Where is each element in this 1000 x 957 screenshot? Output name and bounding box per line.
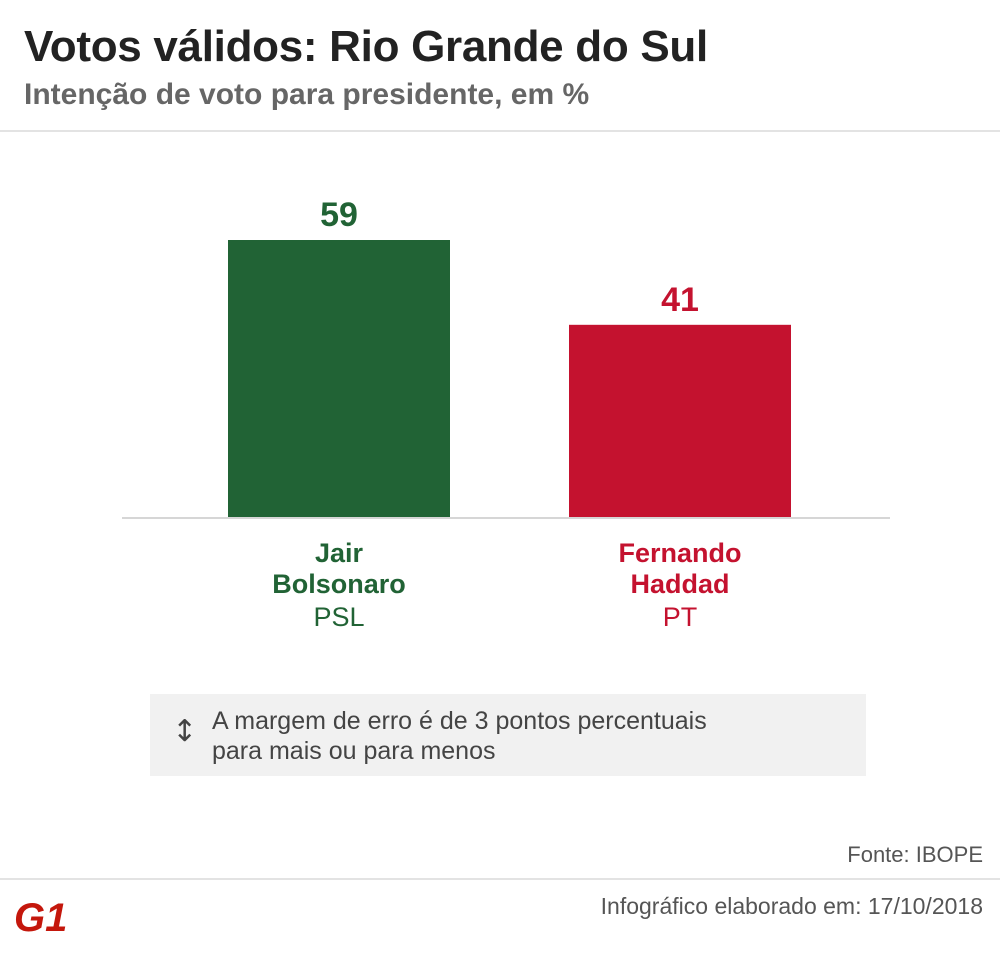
- category-label-1-line-0: Fernando: [618, 538, 741, 568]
- category-label-1-line-1: Haddad: [630, 569, 729, 599]
- note-text: A margem de erro é de 3 pontos percentua…: [212, 706, 846, 766]
- category-label-0-line-1: Bolsonaro: [272, 569, 406, 599]
- chart-title: Votos válidos: Rio Grande do Sul: [24, 22, 708, 71]
- value-label-1: 41: [661, 281, 699, 319]
- party-label-1: PT: [663, 602, 698, 632]
- party-label-0: PSL: [313, 602, 364, 632]
- chart-subtitle: Intenção de voto para presidente, em %: [24, 78, 590, 111]
- note-line-1: A margem de erro é de 3 pontos percentua…: [212, 707, 707, 735]
- value-label-0: 59: [320, 196, 358, 234]
- infographic-date: Infográfico elaborado em: 17/10/2018: [600, 893, 983, 919]
- header-divider: [0, 130, 1000, 132]
- note-line-2: para mais ou para menos: [212, 737, 496, 765]
- category-label-0-line-0: Jair: [315, 538, 364, 568]
- source-label: Fonte: IBOPE: [847, 842, 983, 867]
- bar-1: [569, 324, 791, 518]
- g1-logo: G1: [14, 897, 67, 935]
- margin-of-error-note: ↕ A margem de erro é de 3 pontos percent…: [150, 694, 866, 776]
- up-down-arrow-icon: ↕: [172, 714, 198, 749]
- bar-0: [228, 240, 450, 518]
- g1-logo-text: G1: [14, 897, 67, 935]
- footer-divider: [0, 878, 1000, 880]
